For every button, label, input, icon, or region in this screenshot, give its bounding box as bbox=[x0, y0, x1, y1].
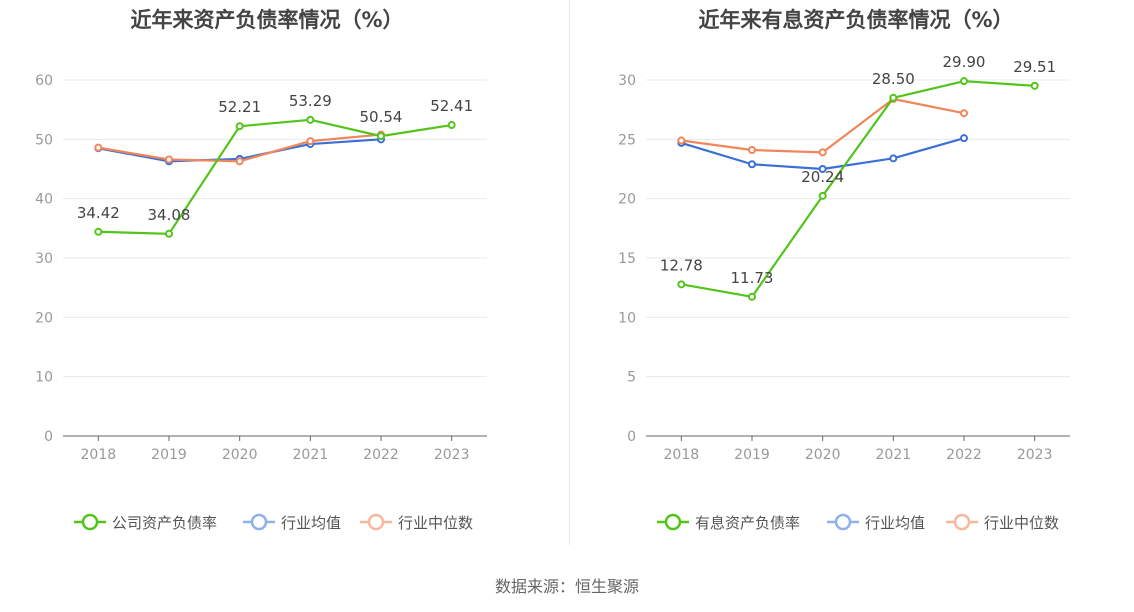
debt-x-tick-label: 2018 bbox=[81, 447, 117, 463]
debt-x-tick-label: 2022 bbox=[363, 447, 399, 463]
debt-ratio-chart: 近年来资产负债率情况（%） 0 10 20 30 40 50 60 2018 2019 2020 20… bbox=[0, 0, 567, 560]
interest-debt-point-industry_avg bbox=[889, 154, 898, 163]
debt-point-industry_median bbox=[165, 155, 173, 164]
debt-legend-marker bbox=[250, 513, 268, 531]
interest-debt-data-label: 29.51 bbox=[1013, 58, 1056, 76]
debt-y-tick-label: 10 bbox=[35, 370, 53, 386]
interest-debt-y-tick-label: 15 bbox=[618, 251, 636, 267]
interest-debt-ratio-chart: 近年来有息资产负债率情况（%） 0 5 10 15 20 25 30 2018 2019 2020 2… bbox=[567, 0, 1134, 560]
debt-legend-label: 公司资产负债率 bbox=[112, 514, 217, 532]
interest-debt-data-label: 11.73 bbox=[731, 269, 774, 287]
debt-point-company bbox=[235, 122, 244, 131]
interest-debt-point-industry_avg bbox=[960, 134, 968, 143]
debt-data-label: 52.21 bbox=[218, 98, 261, 116]
debt-legend-label: 行业中位数 bbox=[398, 514, 473, 532]
interest-debt-series-line-company bbox=[681, 80, 1035, 298]
interest-debt-y-tick-label: 20 bbox=[618, 192, 636, 208]
interest-debt-point-industry_avg bbox=[748, 160, 756, 169]
interest-debt-legend-marker bbox=[953, 513, 971, 531]
debt-y-tick-label: 20 bbox=[35, 310, 53, 326]
interest-debt-title: 近年来有息资产负债率情况（%） bbox=[698, 8, 1013, 32]
debt-title: 近年来资产负债率情况（%） bbox=[130, 8, 403, 32]
interest-debt-data-label: 12.78 bbox=[660, 256, 703, 274]
interest-debt-point-company bbox=[818, 191, 827, 200]
interest-debt-point-company bbox=[677, 280, 686, 289]
debt-point-company bbox=[377, 132, 385, 141]
interest-debt-point-industry_avg bbox=[818, 165, 827, 173]
debt-y-tick-label: 30 bbox=[35, 251, 53, 267]
interest-debt-x-tick-label: 2022 bbox=[946, 447, 982, 463]
debt-legend-label: 行业均值 bbox=[281, 514, 341, 532]
debt-series-line-company bbox=[98, 118, 452, 235]
debt-point-company bbox=[165, 229, 173, 238]
interest-debt-legend-marker bbox=[664, 513, 682, 531]
interest-debt-y-tick-label: 5 bbox=[627, 370, 636, 386]
debt-legend-marker bbox=[81, 513, 99, 531]
debt-point-company bbox=[306, 115, 315, 124]
debt-y-tick-label: 50 bbox=[35, 132, 53, 148]
interest-debt-point-industry_median bbox=[818, 148, 827, 157]
data-source-text: 数据来源：恒生聚源 bbox=[494, 577, 639, 596]
debt-point-company bbox=[94, 227, 103, 236]
interest-debt-point-company bbox=[960, 77, 968, 86]
debt-point-industry_median bbox=[94, 143, 103, 152]
interest-debt-y-tick-label: 10 bbox=[618, 310, 636, 326]
interest-debt-legend-label: 行业均值 bbox=[865, 514, 925, 532]
interest-debt-point-industry_median bbox=[748, 146, 756, 155]
debt-y-tick-label: 0 bbox=[44, 429, 53, 445]
interest-debt-y-tick-label: 0 bbox=[627, 429, 636, 445]
interest-debt-data-label: 20.24 bbox=[801, 168, 844, 186]
interest-debt-x-tick-label: 2021 bbox=[876, 447, 912, 463]
interest-debt-legend-label: 行业中位数 bbox=[984, 514, 1059, 532]
interest-debt-data-label: 29.90 bbox=[943, 53, 986, 71]
debt-x-tick-label: 2023 bbox=[434, 447, 470, 463]
debt-data-label: 52.41 bbox=[430, 97, 473, 115]
interest-debt-legend-marker bbox=[834, 513, 852, 531]
debt-data-label: 34.08 bbox=[148, 206, 191, 224]
interest-debt-point-company bbox=[748, 292, 756, 301]
interest-debt-ratio-chart-svg: 近年来有息资产负债率情况（%） 0 5 10 15 20 25 30 2018 2019 2020 2… bbox=[618, 8, 1070, 532]
interest-debt-point-industry_median bbox=[677, 136, 686, 145]
debt-y-tick-label: 60 bbox=[35, 73, 53, 89]
interest-debt-series-line-industry_median bbox=[681, 97, 965, 154]
interest-debt-point-company bbox=[889, 93, 898, 102]
debt-data-label: 34.42 bbox=[77, 204, 120, 222]
chart-divider bbox=[569, 0, 570, 545]
debt-y-tick-label: 40 bbox=[35, 192, 53, 208]
debt-data-label: 53.29 bbox=[289, 92, 332, 110]
interest-debt-x-tick-label: 2020 bbox=[805, 447, 841, 463]
interest-debt-y-tick-label: 30 bbox=[618, 73, 636, 89]
interest-debt-point-industry_median bbox=[960, 109, 968, 118]
debt-legend-marker bbox=[367, 513, 385, 531]
debt-x-tick-label: 2020 bbox=[222, 447, 258, 463]
debt-ratio-chart-svg: 近年来资产负债率情况（%） 0 10 20 30 40 50 60 2018 2019 2020 20… bbox=[35, 8, 487, 532]
debt-point-company bbox=[447, 121, 456, 130]
debt-x-tick-label: 2021 bbox=[293, 447, 329, 463]
interest-debt-legend-label: 有息资产负债率 bbox=[695, 514, 800, 532]
debt-point-industry_median bbox=[235, 157, 244, 166]
debt-data-label: 50.54 bbox=[360, 108, 403, 126]
interest-debt-x-tick-label: 2018 bbox=[664, 447, 700, 463]
interest-debt-point-company bbox=[1030, 81, 1039, 90]
interest-debt-y-tick-label: 25 bbox=[618, 132, 636, 148]
debt-x-tick-label: 2019 bbox=[151, 447, 187, 463]
interest-debt-data-label: 28.50 bbox=[872, 70, 915, 88]
interest-debt-x-tick-label: 2023 bbox=[1017, 447, 1053, 463]
debt-point-industry_median bbox=[306, 137, 315, 146]
interest-debt-x-tick-label: 2019 bbox=[734, 447, 770, 463]
